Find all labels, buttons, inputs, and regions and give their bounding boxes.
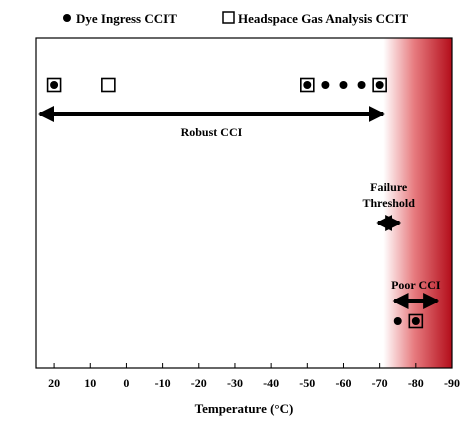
- x-tick-label: -30: [227, 376, 243, 390]
- legend-marker-square: [222, 11, 235, 24]
- annotation-label: Poor CCI: [391, 278, 441, 292]
- annotations: Robust CCI Failure Threshold Poor CCI: [38, 106, 441, 309]
- x-tick-label: 0: [123, 376, 129, 390]
- legend-label: Dye Ingress CCIT: [76, 11, 177, 26]
- x-tick-label: -60: [335, 376, 351, 390]
- data-point-circle: [375, 81, 384, 89]
- data-point-square: [372, 77, 387, 93]
- failure-region-layer: [383, 38, 452, 368]
- data-point-circle: [411, 317, 420, 325]
- x-ticks: 20 10 0 -10 -20 -30 -40 -50 -60 -70 -80 -90: [48, 363, 460, 390]
- data-point-square: [408, 313, 424, 329]
- x-axis-label: Temperature (°C): [195, 401, 294, 416]
- x-tick-label: 20: [48, 376, 60, 390]
- legend-marker-circle: [63, 14, 71, 22]
- plot-frame: [35, 37, 453, 369]
- data-point-square: [101, 77, 116, 93]
- x-tick-label: 10: [84, 376, 96, 390]
- annotation-label: Robust CCI: [181, 125, 243, 139]
- legend: Dye Ingress CCIT Headspace Gas Analysis C…: [63, 11, 408, 26]
- data-point-square: [46, 77, 62, 93]
- data-point-circle: [357, 81, 366, 89]
- data-point-circle: [393, 317, 402, 325]
- x-tick-label: -20: [191, 376, 207, 390]
- annotation-label: Threshold: [362, 196, 415, 210]
- x-tick-label: -70: [372, 376, 388, 390]
- data-point-square: [300, 77, 315, 93]
- data-point-circle: [303, 81, 312, 89]
- legend-label: Headspace Gas Analysis CCIT: [238, 11, 408, 26]
- data-point-circle: [339, 81, 348, 89]
- x-tick-label: -90: [444, 376, 460, 390]
- annotation-label: Failure: [370, 180, 408, 194]
- x-tick-label: -50: [299, 376, 315, 390]
- x-tick-label: -40: [263, 376, 279, 390]
- x-tick-label: -80: [408, 376, 424, 390]
- x-tick-label: -10: [155, 376, 171, 390]
- data-points: [46, 77, 424, 329]
- data-point-circle: [321, 81, 330, 89]
- data-point-circle: [50, 81, 59, 89]
- failure-region: [383, 38, 452, 368]
